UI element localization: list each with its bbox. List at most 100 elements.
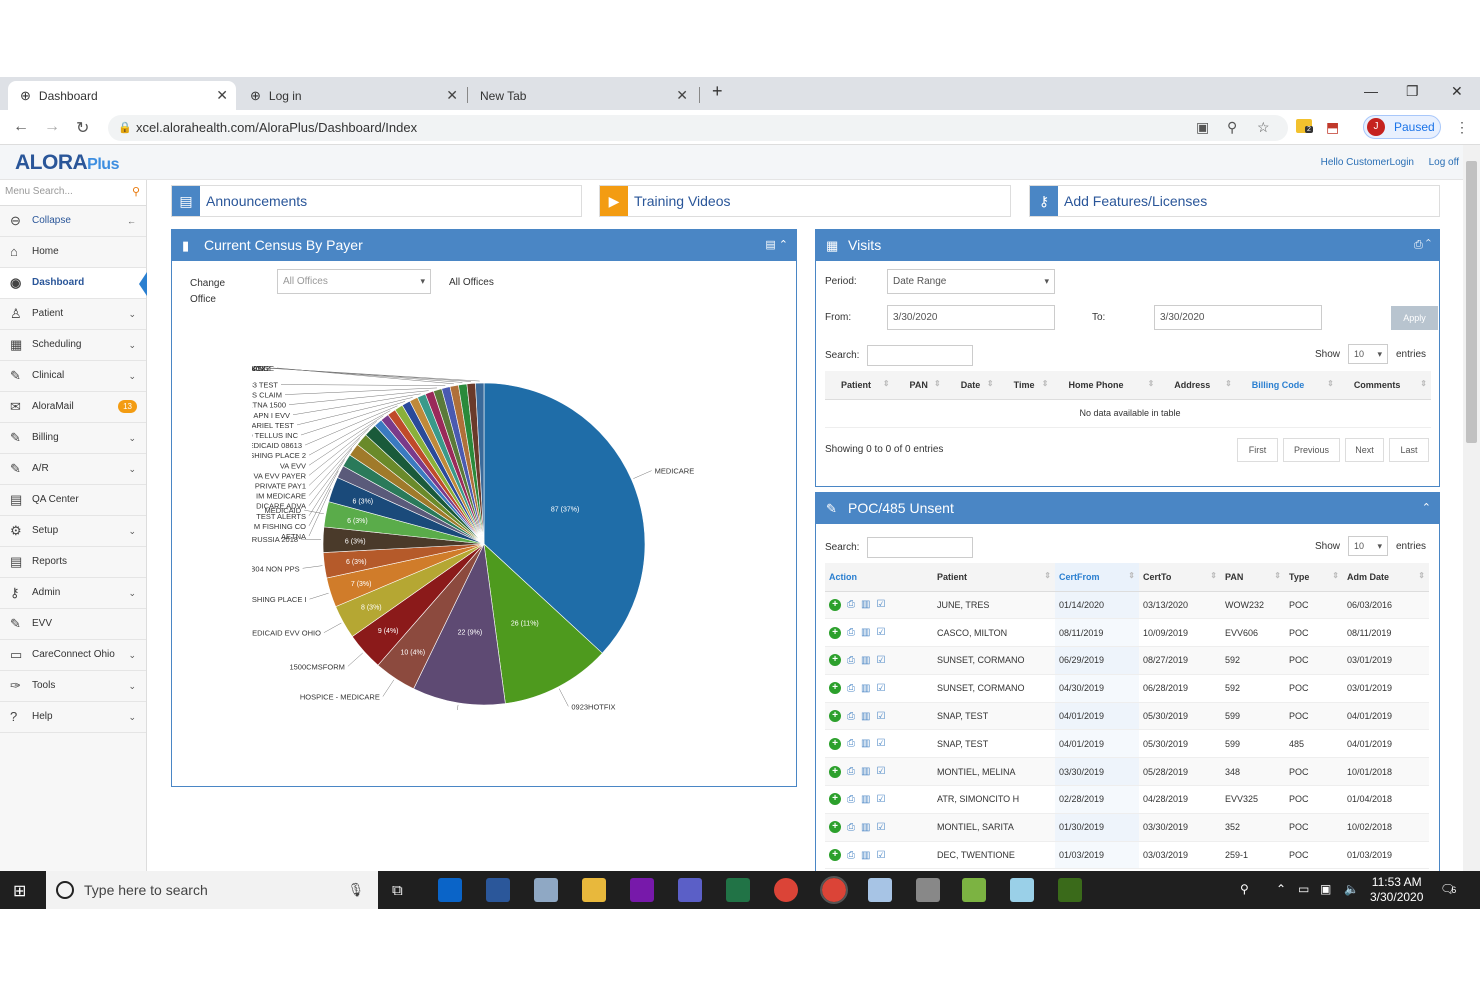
check-icon[interactable]: ☑ xyxy=(876,627,886,639)
clipboard-icon[interactable]: ▥ xyxy=(861,710,871,722)
collapse-chevron-icon[interactable]: ▤ ⌃ xyxy=(765,239,788,251)
terminal-app-icon[interactable] xyxy=(1058,878,1082,902)
tools-app-icon[interactable] xyxy=(916,878,940,902)
window-close-icon[interactable]: ✕ xyxy=(1451,83,1463,99)
check-icon[interactable]: ☑ xyxy=(876,599,886,611)
pie-slice-1[interactable] xyxy=(483,543,603,704)
zoom-icon[interactable]: ⚲ xyxy=(1227,119,1238,135)
training-videos-card[interactable]: ▶ Training Videos xyxy=(599,185,1011,217)
clipboard-icon[interactable]: ▥ xyxy=(861,738,871,750)
sidebar-item-evv[interactable]: ✎ EVV xyxy=(0,609,146,640)
print-collapse-icon[interactable]: ⎙ ⌃ xyxy=(1413,239,1431,251)
sidebar-item-home[interactable]: ⌂ Home xyxy=(0,237,146,268)
clock[interactable]: 11:53 AM 3/30/2020 xyxy=(1370,875,1424,904)
pie-slice-0[interactable] xyxy=(483,382,646,654)
poc-col-pan[interactable]: PAN ⇕ xyxy=(1221,563,1285,592)
period-select[interactable]: Date Range xyxy=(887,269,1055,294)
print-icon[interactable]: ⎙ xyxy=(847,627,855,639)
notification-icon[interactable]: 🗨6 xyxy=(1440,882,1457,896)
visits-col-pan[interactable]: PAN ⇕ xyxy=(893,371,945,400)
check-icon[interactable]: ☑ xyxy=(876,654,886,666)
chart-app-icon[interactable] xyxy=(962,878,986,902)
poc-search-input[interactable] xyxy=(867,537,973,558)
collapse-chevron-icon[interactable]: ⌃ xyxy=(1421,502,1431,514)
print-icon[interactable]: ⎙ xyxy=(847,599,855,611)
announcements-card[interactable]: ▤ Announcements xyxy=(171,185,582,217)
pdf-extension-icon[interactable]: ⬒ xyxy=(1326,119,1340,135)
tab-new-tab[interactable]: New Tab ✕ xyxy=(468,81,696,110)
add-icon[interactable]: + xyxy=(829,598,841,611)
onenote-icon[interactable] xyxy=(630,878,654,902)
close-icon[interactable]: ✕ xyxy=(446,87,458,103)
network-icon[interactable]: ▣ xyxy=(1320,882,1332,896)
close-icon[interactable]: ✕ xyxy=(676,87,688,103)
clipboard-icon[interactable]: ▥ xyxy=(861,654,871,666)
arrow-left-icon[interactable]: ← xyxy=(127,216,136,226)
clipboard-icon[interactable]: ▥ xyxy=(861,849,871,861)
sidebar-item-dashboard[interactable]: ◉ Dashboard xyxy=(0,268,147,299)
volume-icon[interactable]: 🔈 xyxy=(1344,882,1359,896)
search-icon[interactable]: ⚲ xyxy=(131,186,140,198)
reload-icon[interactable]: ↻ xyxy=(76,120,90,137)
visits-search-input[interactable] xyxy=(867,345,973,366)
poc-page-size-select[interactable]: 10 xyxy=(1348,536,1388,556)
add-icon[interactable]: + xyxy=(829,654,841,667)
chrome-active-icon[interactable] xyxy=(820,876,848,904)
sidebar-item-a-r[interactable]: ✎ A/R ⌄ xyxy=(0,454,146,485)
check-icon[interactable]: ☑ xyxy=(876,738,886,750)
add-icon[interactable]: + xyxy=(829,682,841,695)
poc-col-patient[interactable]: Patient ⇕ xyxy=(933,563,1055,592)
print-icon[interactable]: ⎙ xyxy=(847,682,855,694)
sidebar-item-careconnect-ohio[interactable]: ▭ CareConnect Ohio ⌄ xyxy=(0,640,146,671)
sidebar-item-scheduling[interactable]: ▦ Scheduling ⌄ xyxy=(0,330,146,361)
sidebar-item-aloramail[interactable]: ✉ AloraMail 13 xyxy=(0,392,146,423)
sidebar-item-help[interactable]: ? Help ⌄ xyxy=(0,702,146,733)
close-icon[interactable]: ✕ xyxy=(216,87,228,103)
check-icon[interactable]: ☑ xyxy=(876,849,886,861)
from-date-input[interactable]: 3/30/2020 xyxy=(887,305,1055,330)
note-app-icon[interactable] xyxy=(1010,878,1034,902)
poc-col-certto[interactable]: CertTo ⇕ xyxy=(1139,563,1221,592)
print-icon[interactable]: ⎙ xyxy=(847,766,855,778)
page-scrollbar[interactable] xyxy=(1463,145,1480,871)
clipboard-icon[interactable]: ▥ xyxy=(861,682,871,694)
hello-link[interactable]: Hello CustomerLogin xyxy=(1320,157,1414,168)
clipboard-icon[interactable]: ▥ xyxy=(861,599,871,611)
visits-col-patient[interactable]: Patient ⇕ xyxy=(825,371,894,400)
check-icon[interactable]: ☑ xyxy=(876,793,886,805)
sidebar-item-reports[interactable]: ▤ Reports xyxy=(0,547,146,578)
visits-col-home-phone[interactable]: Home Phone ⇕ xyxy=(1052,371,1159,400)
add-icon[interactable]: + xyxy=(829,821,841,834)
visits-page-size-select[interactable]: 10 xyxy=(1348,344,1388,364)
menu-search-input[interactable]: Menu Search... ⚲ xyxy=(0,180,146,206)
clipboard-icon[interactable]: ▥ xyxy=(861,766,871,778)
first-button[interactable]: First xyxy=(1237,438,1278,462)
sidebar-item-billing[interactable]: ✎ Billing ⌄ xyxy=(0,423,146,454)
word-icon[interactable] xyxy=(486,878,510,902)
file-explorer-icon[interactable] xyxy=(582,878,606,902)
excel-icon[interactable] xyxy=(726,878,750,902)
add-icon[interactable]: + xyxy=(829,737,841,750)
check-icon[interactable]: ☑ xyxy=(876,821,886,833)
windows-start-icon[interactable]: ⊞ xyxy=(13,883,27,900)
forward-icon[interactable]: → xyxy=(44,118,60,135)
microphone-icon[interactable]: 🎙 xyxy=(347,882,364,897)
last-button[interactable]: Last xyxy=(1389,438,1429,462)
add-icon[interactable]: + xyxy=(829,710,841,723)
print-icon[interactable]: ⎙ xyxy=(847,821,855,833)
profile-button[interactable]: J Paused xyxy=(1363,115,1441,139)
screen-cast-icon[interactable]: ▣ xyxy=(1196,119,1210,135)
office-select[interactable]: All Offices xyxy=(277,269,431,294)
print-icon[interactable]: ⎙ xyxy=(847,710,855,722)
visits-col-address[interactable]: Address ⇕ xyxy=(1158,371,1236,400)
print-icon[interactable]: ⎙ xyxy=(847,793,855,805)
print-icon[interactable]: ⎙ xyxy=(847,849,855,861)
add-icon[interactable]: + xyxy=(829,849,841,862)
bookmark-star-icon[interactable]: ☆ xyxy=(1257,119,1270,135)
visits-col-date[interactable]: Date ⇕ xyxy=(944,371,998,400)
clipboard-icon[interactable]: ▥ xyxy=(861,793,871,805)
sidebar-item-collapse[interactable]: ⊖ Collapse ← xyxy=(0,206,146,237)
print-icon[interactable]: ⎙ xyxy=(847,654,855,666)
tab-dashboard[interactable]: ⊕ Dashboard ✕ xyxy=(8,81,236,110)
battery-icon[interactable]: ▭ xyxy=(1298,882,1310,896)
